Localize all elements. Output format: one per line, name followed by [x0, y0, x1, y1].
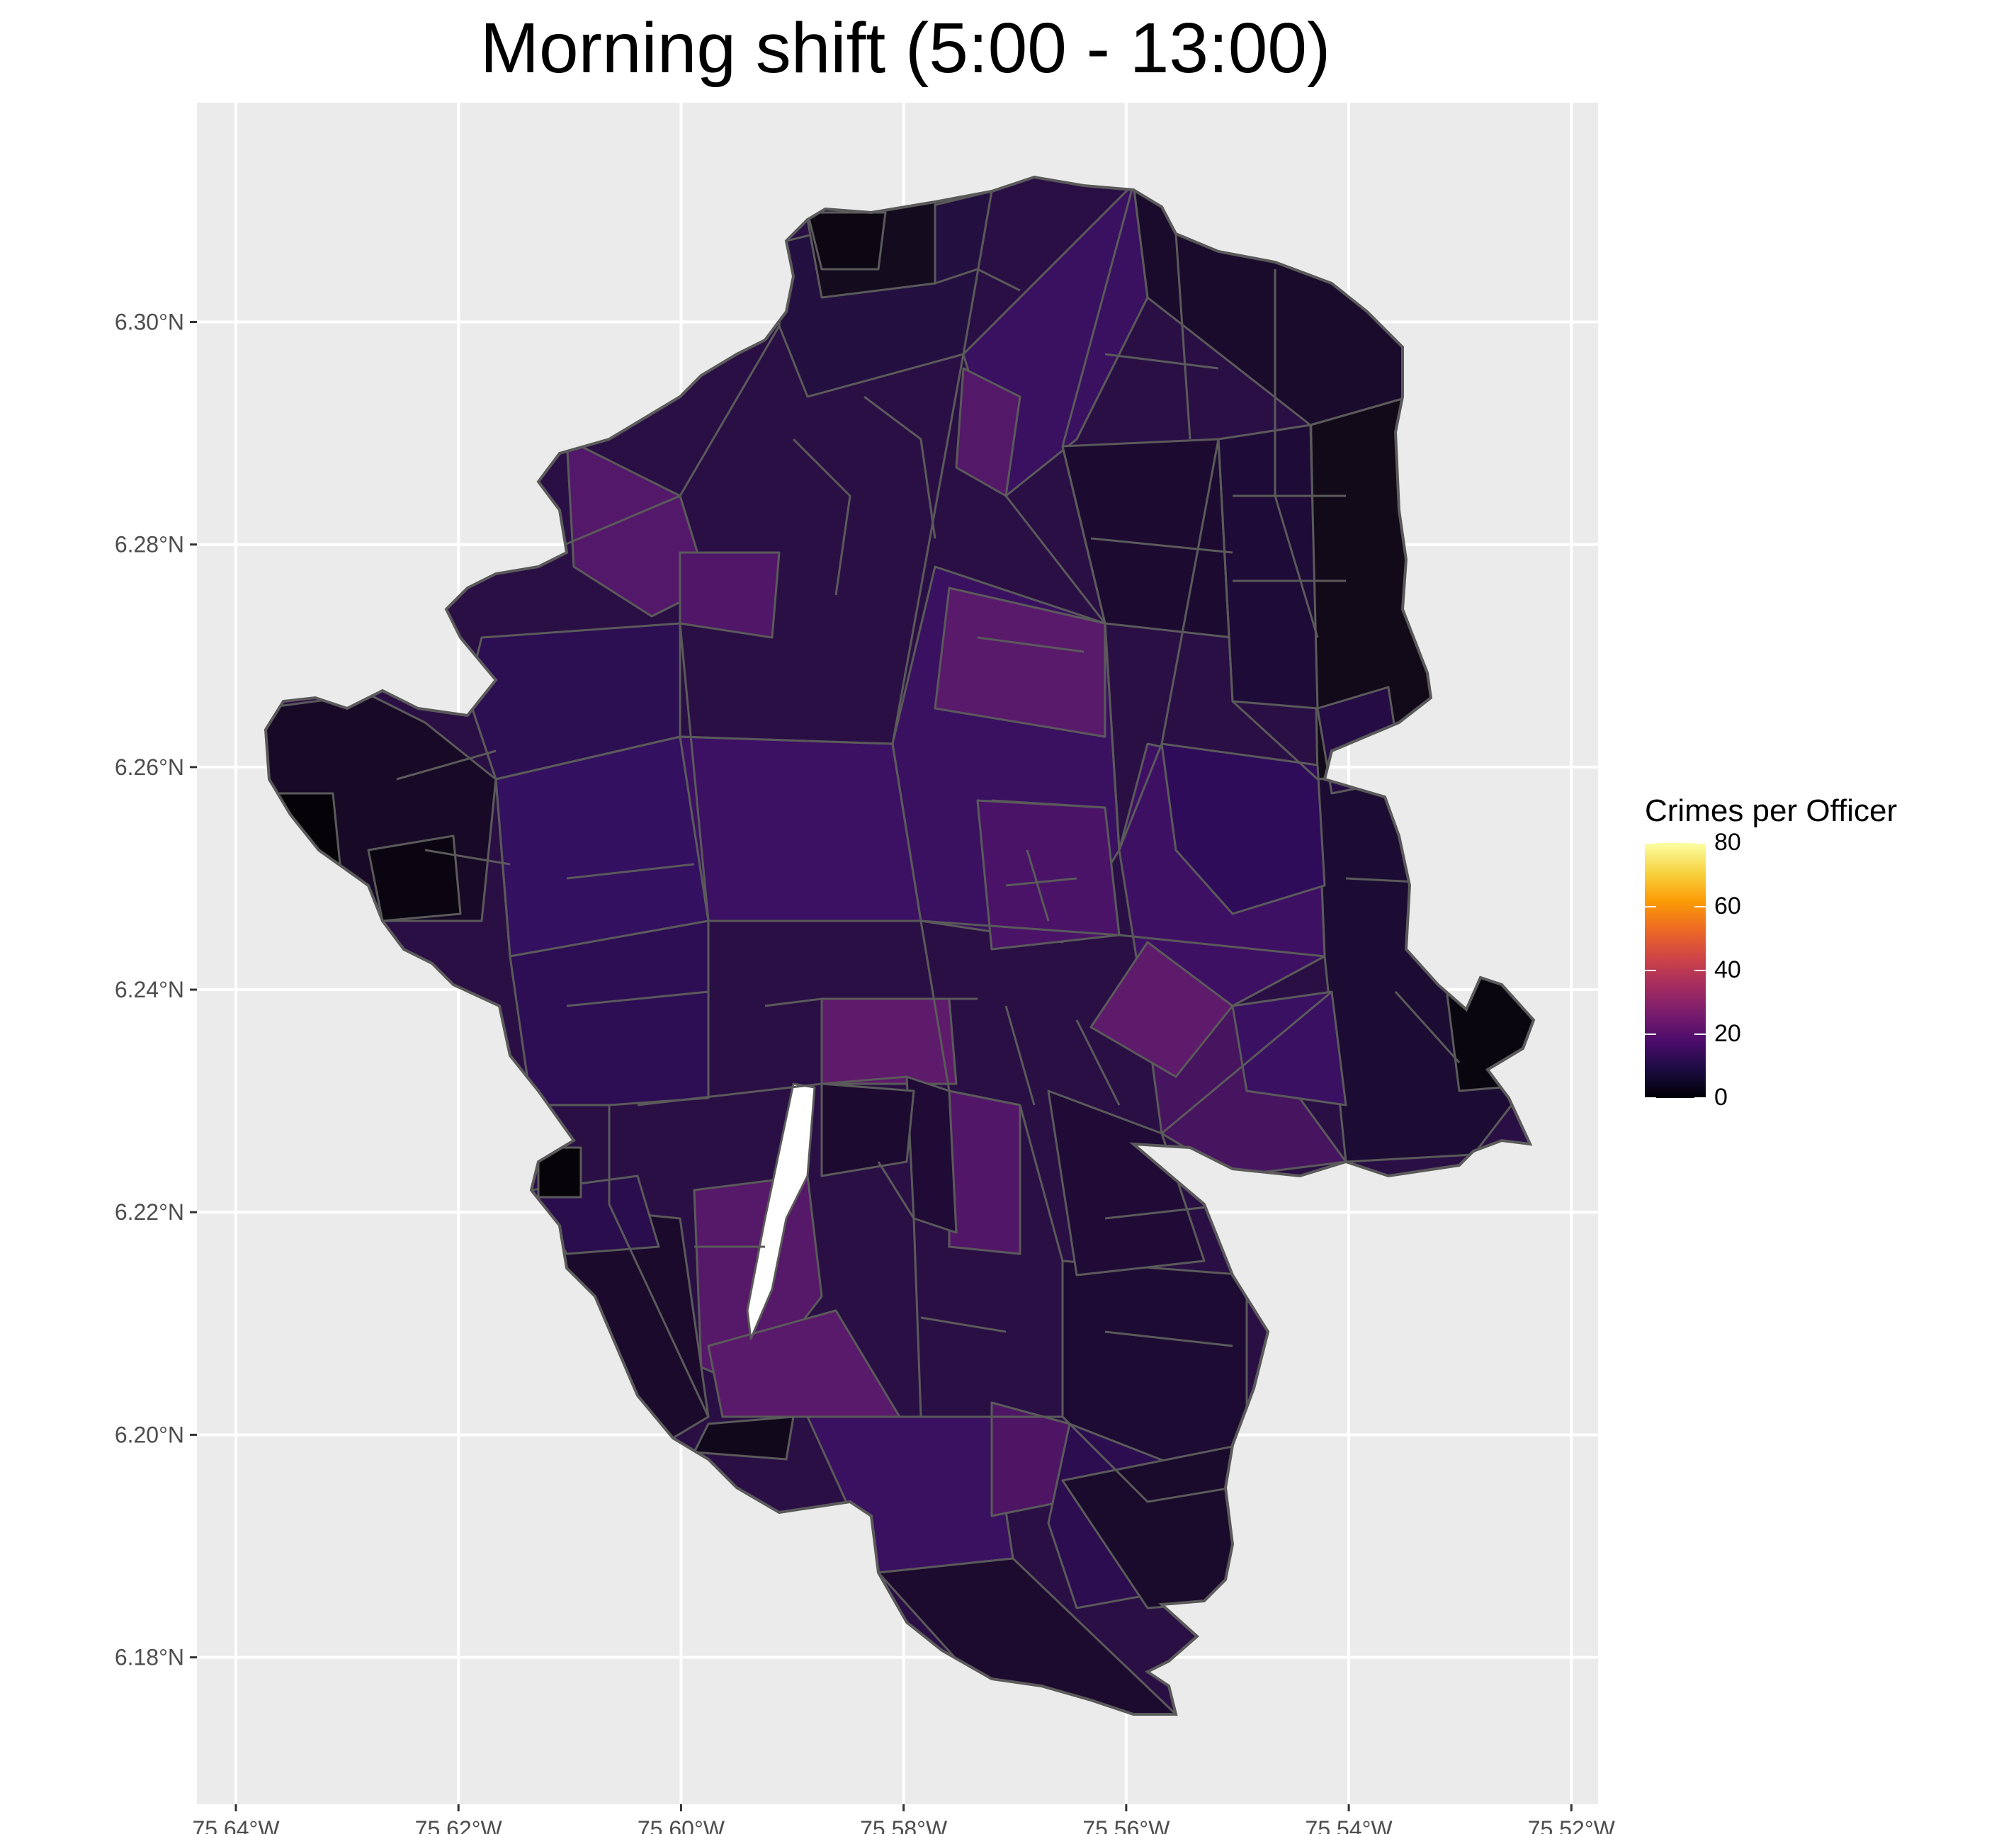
district-east-blue [1160, 742, 1326, 915]
district-south-strip [693, 1415, 795, 1461]
x-tick-label: 75.54°W [1306, 1816, 1393, 1834]
x-tick-label: 75.56°W [1082, 1816, 1170, 1834]
legend-tick-label: 40 [1714, 956, 1741, 983]
district-far-northwest [806, 211, 887, 271]
district-southeast-4 [1047, 1089, 1206, 1277]
plot-title: Morning shift (5:00 - 13:00) [480, 9, 1331, 88]
y-tick-label: 6.18°N [115, 1645, 184, 1670]
district-south-magenta-2 [948, 1089, 1021, 1255]
district-far-west-black [537, 1146, 582, 1199]
y-tick-label: 6.22°N [115, 1199, 184, 1225]
district-central-magenta-2 [1089, 941, 1234, 1078]
x-tick-label: 75.62°W [415, 1816, 503, 1834]
district-northwest-2 [679, 551, 781, 639]
legend-title: Crimes per Officer [1645, 793, 1898, 828]
x-tick-label: 75.52°W [1528, 1816, 1616, 1834]
legend-tick-label: 80 [1714, 829, 1741, 856]
district-south-blue [820, 1082, 915, 1177]
y-tick-label: 6.28°N [115, 532, 184, 557]
district-central-west [679, 735, 922, 922]
city-outline-border [264, 175, 1536, 1716]
water-body [746, 1082, 816, 1340]
district-east-ring [1231, 990, 1347, 1106]
district-central-magenta-1 [934, 587, 1106, 738]
y-tick-label: 6.24°N [115, 977, 184, 1002]
y-tick-label: 6.26°N [115, 754, 184, 780]
x-tick-label: 75.58°W [860, 1816, 948, 1834]
legend-tick-label: 0 [1714, 1084, 1728, 1111]
legend-ticks [1645, 842, 1706, 1099]
district-south-dark-2 [905, 1075, 958, 1234]
y-tick-label: 6.20°N [115, 1422, 184, 1447]
district-north-east-mid-2 [1217, 424, 1319, 710]
y-tick-label: 6.30°N [115, 309, 184, 334]
x-tick-label: 75.60°W [638, 1816, 725, 1834]
legend-tick-label: 60 [1714, 893, 1741, 919]
legend-tick-label: 20 [1714, 1020, 1741, 1047]
x-axis: 75.64°W 75.62°W 75.60°W 75.58°W 75.56°W 75.54… [192, 1804, 1616, 1834]
x-tick-label: 75.64°W [192, 1816, 280, 1834]
district-borders [396, 183, 1488, 1503]
district-west-black-2 [367, 834, 462, 922]
y-axis: 6.30°N 6.28°N 6.26°N 6.24°N 6.22°N 6.20°N 6.18… [115, 309, 197, 1670]
